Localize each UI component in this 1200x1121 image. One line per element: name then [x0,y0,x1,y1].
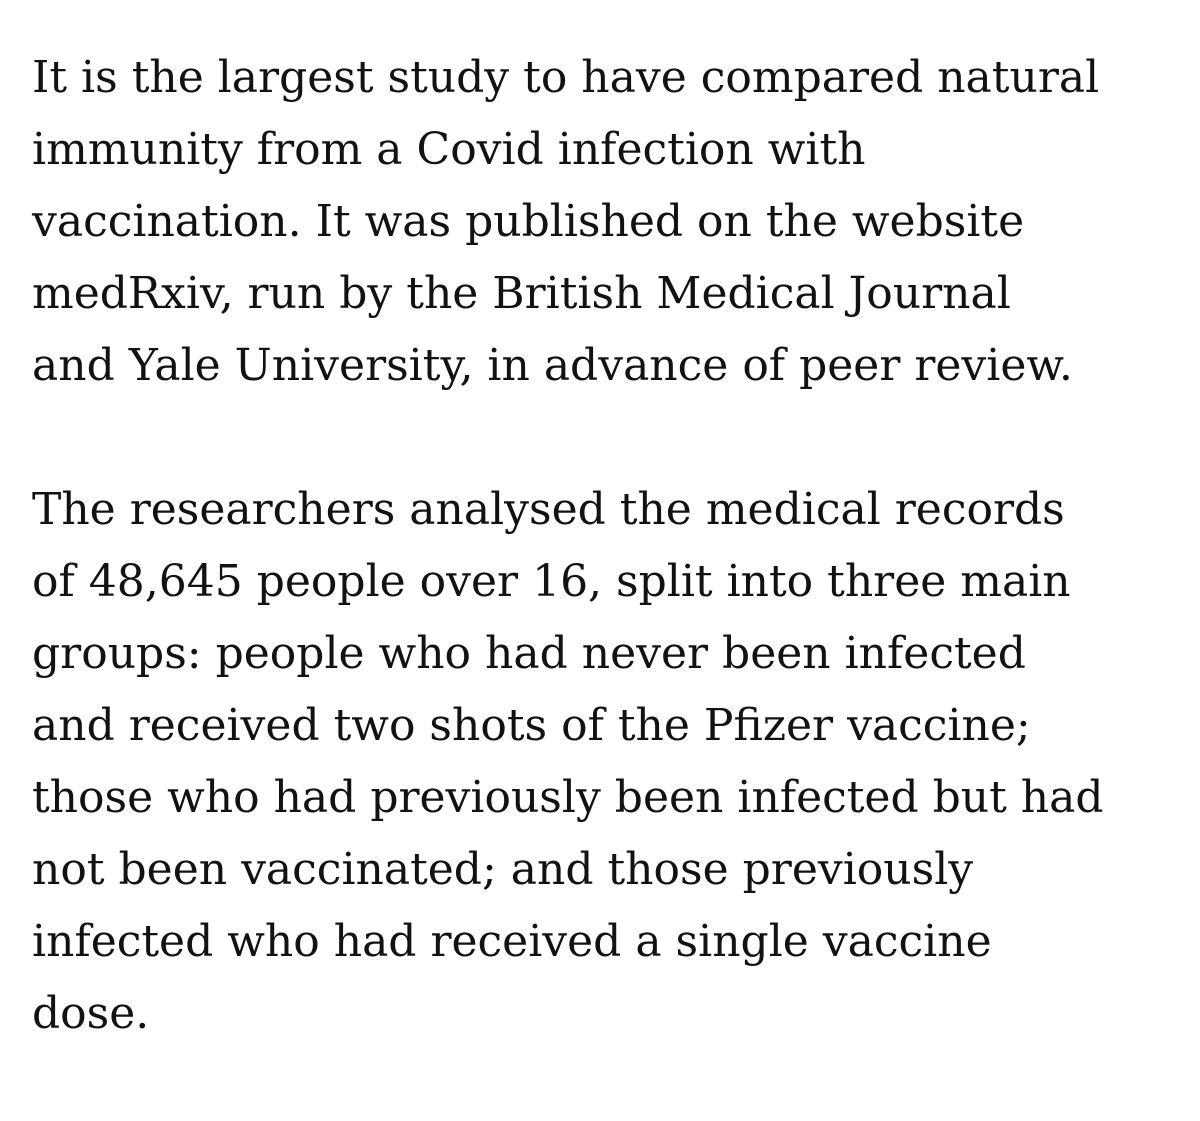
text-line: those who had previously been infected b… [32,772,1104,823]
text-line: of 48,645 people over 16, split into thr… [32,556,1071,607]
text-line: infected who had received a single vacci… [32,916,992,967]
text-line: medRxiv, run by the British Medical Jour… [32,268,1011,319]
text-line: vaccination. It was published on the web… [32,196,1025,247]
text-line: The researchers analysed the medical rec… [32,484,1065,535]
text-line: immunity from a Covid infection with [32,124,866,175]
text-line: and Yale University, in advance of peer … [32,340,1073,391]
text-line: not been vaccinated; and those previousl… [32,844,974,895]
paragraph-study-overview: It is the largest study to have compared… [32,0,1182,402]
text-line: and received two shots of the Pfizer vac… [32,700,1031,751]
article-body: It is the largest study to have compared… [32,0,1182,1050]
text-line: groups: people who had never been infect… [32,628,1026,679]
text-line: It is the largest study to have compared… [32,52,1100,103]
paragraph-study-groups: The researchers analysed the medical rec… [32,474,1182,1050]
text-line: dose. [32,988,150,1039]
